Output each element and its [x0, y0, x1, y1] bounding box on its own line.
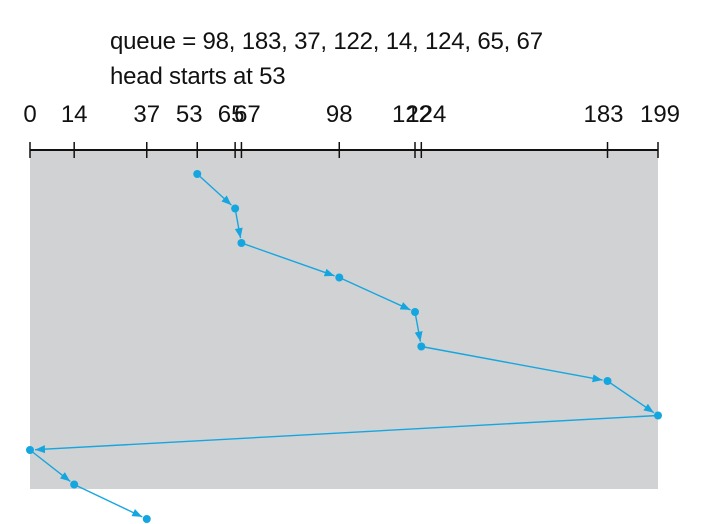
path-segment: [234, 208, 243, 239]
request-point: [70, 480, 79, 489]
request-point: [142, 515, 151, 523]
tick-label: 37: [133, 101, 160, 128]
path-segment: [338, 276, 411, 311]
path-segment: [241, 242, 335, 277]
request-point: [193, 170, 202, 178]
request-point: [417, 342, 426, 351]
tick-label: 98: [326, 101, 353, 128]
tick-label: 0: [23, 101, 36, 128]
request-point: [603, 377, 612, 385]
path-segment: [414, 311, 423, 342]
tick-label: 53: [176, 101, 203, 128]
path-segment: [196, 173, 232, 206]
tick-label: 124: [406, 101, 446, 128]
tick-label: 65: [218, 101, 245, 128]
tick-label: 14: [61, 101, 88, 128]
path-segment: [607, 380, 655, 414]
path-segment: [73, 483, 143, 518]
request-point: [237, 239, 246, 247]
queue-caption: queue = 98, 183, 37, 122, 14, 124, 65, 6…: [110, 28, 543, 55]
request-points: [26, 170, 662, 523]
request-point: [26, 446, 34, 454]
head-start-caption: head starts at 53: [110, 63, 286, 90]
tick-label: 122: [392, 101, 432, 128]
path-segment: [421, 345, 603, 383]
tick-label: 199: [640, 101, 680, 128]
request-point: [335, 273, 344, 282]
path-segment: [29, 449, 71, 482]
request-point: [411, 308, 420, 316]
path-segment: [34, 414, 659, 454]
tick-label: 183: [583, 101, 623, 128]
request-point: [654, 411, 662, 420]
tick-label: 67: [234, 101, 261, 128]
head-path: [29, 173, 659, 518]
request-point: [231, 204, 240, 213]
track-panel: [30, 150, 658, 489]
